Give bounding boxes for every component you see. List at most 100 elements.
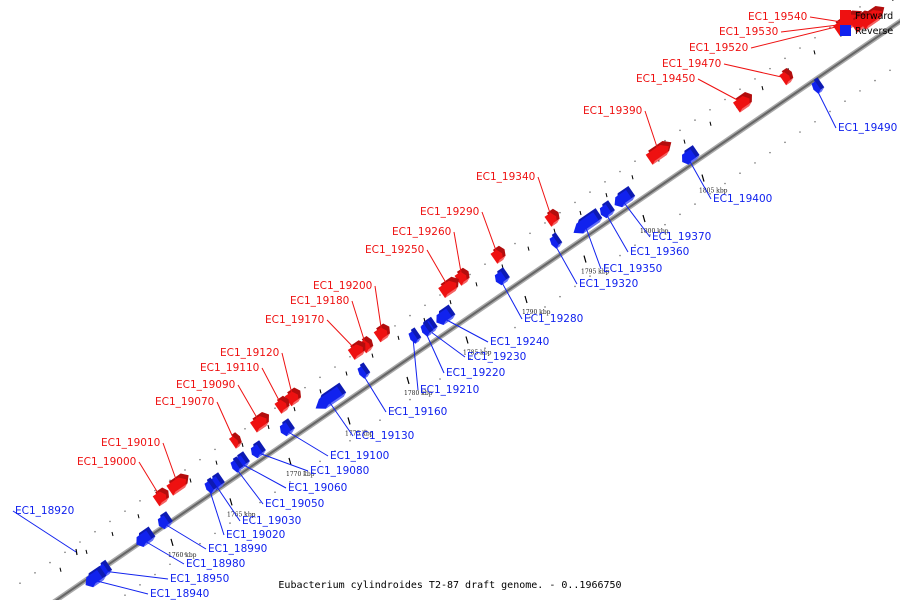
tick-mark <box>229 498 233 506</box>
leader-line <box>261 367 283 407</box>
guide-dot <box>769 67 771 70</box>
gene-arrow-ec1_19160 <box>357 362 371 379</box>
gene-arrow-ec1_19020 <box>204 477 218 494</box>
gene-label: EC1_19250 <box>365 244 424 256</box>
gene-label: EC1_19220 <box>446 367 505 379</box>
gene-label: EC1_19360 <box>630 246 689 258</box>
gene-label: EC1_18920 <box>15 505 74 517</box>
minor-mark <box>527 246 530 251</box>
gene-label: EC1_19260 <box>392 226 451 238</box>
tick-mark <box>524 295 528 304</box>
leader-line <box>644 110 660 154</box>
minor-mark <box>709 121 712 126</box>
leader-line <box>237 384 261 424</box>
gene-label: EC1_19230 <box>467 351 526 363</box>
minor-mark <box>111 531 114 537</box>
guide-dot <box>574 201 576 204</box>
guide-dot <box>394 325 396 327</box>
guide-dot <box>634 160 636 163</box>
guide-dot <box>304 386 306 389</box>
guide-dot <box>154 489 156 492</box>
guide-dot <box>124 510 126 512</box>
gene-label: EC1_19130 <box>355 430 414 442</box>
minor-mark <box>345 371 348 376</box>
guide-dot <box>829 110 831 113</box>
leader-line <box>604 211 629 253</box>
guide-dot <box>679 129 681 132</box>
gene-arrow-ec1_19260 <box>454 267 470 286</box>
guide-dot <box>184 469 186 471</box>
guide-dot <box>94 530 96 533</box>
leader-line <box>214 483 241 522</box>
leader-line <box>162 442 179 486</box>
leader-line <box>481 211 499 257</box>
gene-arrow-ec1_19120 <box>284 387 301 407</box>
guide-dot <box>199 542 201 545</box>
gene-arrow-ec1_19070 <box>229 432 242 449</box>
minor-mark <box>683 139 686 144</box>
minor-mark <box>319 389 322 394</box>
leader-line <box>537 176 553 220</box>
minor-mark <box>371 353 374 358</box>
tick-label: 1780 kbp <box>404 390 433 397</box>
guide-dot <box>604 265 606 267</box>
legend-label: Reverse <box>855 26 893 37</box>
tick-mark <box>583 255 587 263</box>
leader-line <box>361 372 387 413</box>
leader-line <box>12 510 77 553</box>
gene-label: EC1_19320 <box>579 278 638 290</box>
gene-arrow-ec1_19290 <box>490 245 506 264</box>
guide-dot <box>229 522 231 524</box>
gene-label: EC1_19370 <box>652 231 711 243</box>
guide-dot <box>814 36 816 39</box>
gene-label: EC1_19080 <box>310 465 369 477</box>
guide-dot <box>634 244 636 247</box>
guide-dot <box>499 337 501 339</box>
guide-dot <box>649 234 651 236</box>
gene-arrow-ec1_19400 <box>682 145 700 165</box>
guide-dot <box>844 100 846 102</box>
minor-mark <box>137 514 140 519</box>
guide-dot <box>319 460 321 463</box>
guide-dot <box>799 131 801 133</box>
guide-dot <box>19 582 21 584</box>
gene-arrow-ec1_19280 <box>494 267 510 286</box>
leader-line <box>412 337 419 391</box>
leader-line <box>281 352 294 399</box>
leader-line <box>327 399 354 437</box>
minor-mark <box>241 442 244 447</box>
guide-dot <box>754 162 756 164</box>
genome-axis <box>52 18 900 600</box>
tick-label: 1775 kbp <box>345 430 374 437</box>
guide-dot <box>64 551 66 554</box>
minor-mark <box>397 335 400 340</box>
leader-line <box>442 317 489 343</box>
guide-dot <box>529 232 531 235</box>
guide-dot <box>379 419 381 421</box>
genome-caption: Eubacterium cylindroides T2-87 draft gen… <box>278 580 621 591</box>
leader-line <box>809 16 849 24</box>
gene-arrow-ec1_19010 <box>166 473 189 496</box>
minor-mark <box>761 85 764 91</box>
guide-dot <box>34 572 36 574</box>
guide-dot <box>259 501 261 504</box>
guide-dot <box>184 553 186 555</box>
gene-arrow-ec1_19390 <box>645 141 672 165</box>
gene-arrow-ec1_19470 <box>779 68 794 86</box>
leader-line <box>621 199 651 238</box>
gene-arrow-ec1_19170 <box>347 340 366 360</box>
guide-dot <box>529 316 531 319</box>
genome-axis-core <box>54 20 900 600</box>
minor-mark <box>475 282 478 287</box>
leader-line <box>687 157 712 200</box>
guide-dot <box>859 90 861 92</box>
gene-label: EC1_19240 <box>490 336 549 348</box>
tick-label: 1790 kbp <box>522 309 551 316</box>
leader-line <box>424 330 445 374</box>
gene-label: EC1_19110 <box>200 362 259 374</box>
leader-line <box>697 78 744 104</box>
guide-dot <box>349 355 351 358</box>
tick-label: 1805 kbp <box>699 188 728 195</box>
gene-label: EC1_19290 <box>420 206 479 218</box>
minor-mark <box>605 193 608 198</box>
